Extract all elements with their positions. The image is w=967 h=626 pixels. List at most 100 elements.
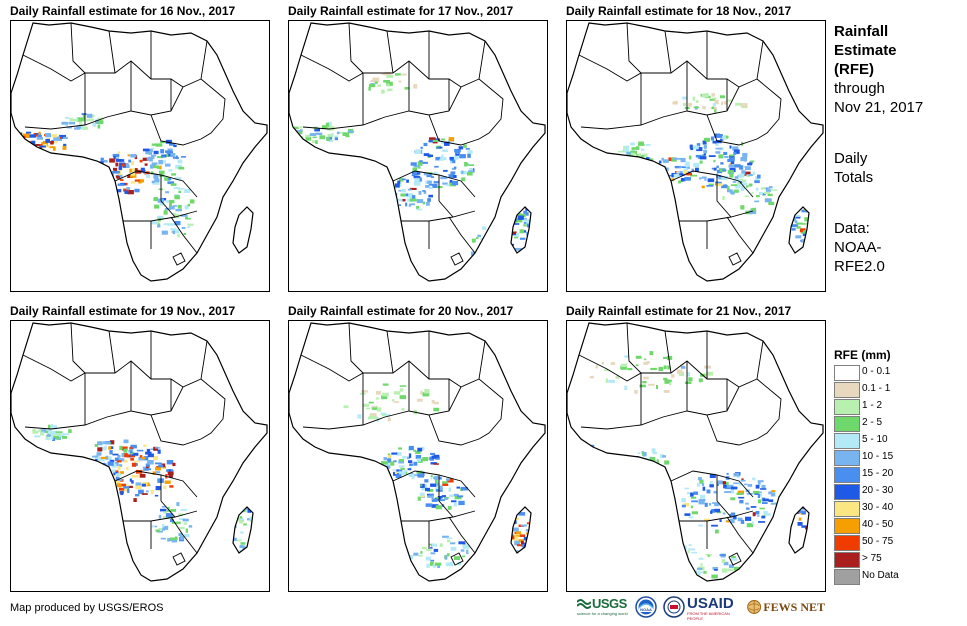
rain-pixel <box>757 174 761 179</box>
rain-pixel <box>526 545 531 550</box>
country-border <box>428 114 480 146</box>
rain-pixel <box>135 485 142 490</box>
rain-pixel <box>736 492 743 495</box>
rain-pixel <box>504 522 508 526</box>
legend-label: > 75 <box>862 553 882 564</box>
rain-pixel <box>130 154 137 158</box>
rain-pixel <box>814 500 818 504</box>
rain-pixel <box>401 189 406 193</box>
country-border <box>448 516 476 554</box>
rain-pixel <box>91 481 99 486</box>
rain-pixel <box>165 150 172 153</box>
rain-pixel <box>176 502 180 507</box>
rain-pixel <box>623 145 626 150</box>
rain-pixel <box>688 155 692 160</box>
rain-pixel <box>128 159 132 163</box>
legend-swatch <box>834 467 860 483</box>
rain-pixel <box>514 221 517 224</box>
rain-pixel <box>664 182 671 184</box>
rain-pixel <box>721 568 728 573</box>
rain-pixel <box>730 184 738 186</box>
rain-pixel <box>660 175 663 178</box>
rain-pixel <box>680 364 684 368</box>
rain-pixel <box>732 146 739 151</box>
rain-pixel <box>167 223 175 226</box>
legend-swatch <box>834 382 860 398</box>
rain-pixel <box>713 167 717 171</box>
rain-pixel <box>97 478 102 483</box>
rain-pixel <box>442 481 448 484</box>
rain-pixel <box>153 446 158 451</box>
rain-pixel <box>141 493 148 495</box>
rain-pixel <box>89 492 96 495</box>
rain-pixel <box>450 542 456 545</box>
rain-pixel <box>523 224 527 227</box>
rain-pixel <box>86 475 93 479</box>
rain-pixel <box>290 448 295 450</box>
rain-pixel <box>386 465 391 469</box>
rain-pixel <box>166 460 174 465</box>
rain-pixel <box>393 460 397 463</box>
country-border <box>114 470 198 498</box>
rain-pixel <box>421 486 426 491</box>
rain-pixel <box>177 159 183 164</box>
madagascar-coastline <box>788 506 810 554</box>
rain-pixel <box>722 136 726 140</box>
rain-pixel <box>301 445 304 448</box>
rain-pixel <box>183 522 188 525</box>
rain-pixel <box>485 255 490 259</box>
rain-pixel <box>86 113 93 118</box>
rain-pixel <box>702 486 706 491</box>
rainfall-field <box>11 113 266 281</box>
rain-pixel <box>624 145 630 150</box>
rain-pixel <box>740 103 748 108</box>
rain-pixel <box>695 167 699 172</box>
rain-pixel <box>746 174 751 177</box>
legend-item: 15 - 20 <box>834 466 964 483</box>
rain-pixel <box>461 177 466 182</box>
rain-pixel <box>426 202 430 206</box>
country-border <box>22 54 86 82</box>
rain-pixel <box>94 482 102 487</box>
rain-pixel <box>164 480 171 484</box>
rainfall-map <box>566 20 826 292</box>
rain-pixel <box>524 218 527 220</box>
rain-pixel <box>299 444 306 447</box>
rain-pixel <box>490 235 497 240</box>
data-source-line: Data: <box>834 220 870 237</box>
rain-pixel <box>396 471 400 474</box>
rain-pixel <box>484 259 488 262</box>
rain-pixel <box>387 417 391 422</box>
rain-pixel <box>419 492 425 496</box>
rain-pixel <box>457 561 462 566</box>
rain-pixel <box>664 461 670 464</box>
rain-pixel <box>93 468 98 473</box>
rain-pixel <box>741 179 747 182</box>
rain-pixel <box>402 456 407 459</box>
rain-pixel <box>448 137 455 142</box>
rain-pixel <box>408 453 412 458</box>
rain-pixel <box>138 457 145 461</box>
rain-pixel <box>115 473 122 477</box>
rain-pixel <box>402 178 406 181</box>
rain-pixel <box>633 159 638 161</box>
rain-pixel <box>652 451 658 455</box>
rain-pixel <box>425 556 431 561</box>
rain-pixel <box>667 355 673 360</box>
rain-pixel <box>428 194 433 198</box>
rain-pixel <box>173 145 177 148</box>
rain-pixel <box>172 229 180 234</box>
rain-pixel <box>567 456 570 460</box>
rain-pixel <box>812 521 817 525</box>
rain-pixel <box>96 174 104 178</box>
rain-pixel <box>67 126 72 129</box>
rain-pixel <box>151 171 154 175</box>
rain-pixel <box>291 134 295 138</box>
legend-label: No Data <box>862 570 899 581</box>
rain-pixel <box>730 518 735 524</box>
rain-pixel <box>102 180 108 185</box>
rain-pixel <box>291 444 296 447</box>
rain-pixel <box>711 167 716 170</box>
rain-pixel <box>768 201 775 206</box>
rain-pixel <box>714 569 718 571</box>
